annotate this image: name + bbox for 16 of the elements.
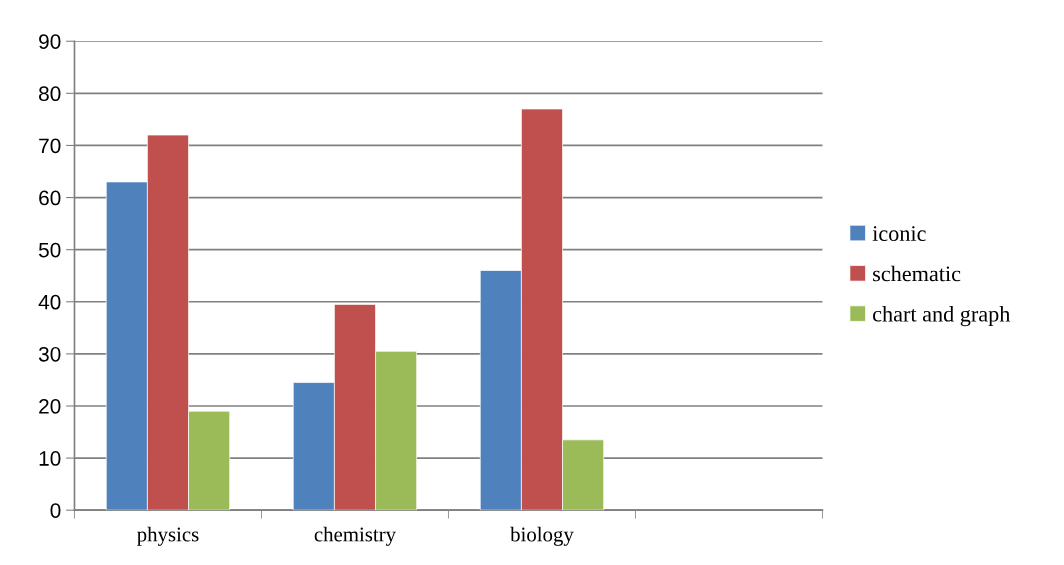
y-tick-label: 50 — [38, 242, 61, 258]
y-tick-label: 60 — [39, 190, 61, 206]
legend-label: schematic — [873, 265, 961, 282]
x-tick-label: chemistry — [314, 526, 396, 546]
y-tick-label: 30 — [38, 346, 61, 362]
y-tick-label: 80 — [39, 86, 61, 102]
legend-label: iconic — [872, 226, 926, 242]
x-tick-label: biology — [510, 526, 574, 546]
y-tick-label: 40 — [38, 294, 61, 310]
y-tick-label: 0 — [50, 503, 61, 518]
y-tick-label: 70 — [39, 138, 61, 154]
y-tick-label: 90 — [39, 34, 61, 49]
legend-label: chart and graph — [873, 305, 1011, 327]
y-tick-label: 20 — [39, 398, 61, 414]
y-tick-label: 10 — [39, 451, 61, 466]
x-tick-label: physics — [137, 526, 199, 546]
